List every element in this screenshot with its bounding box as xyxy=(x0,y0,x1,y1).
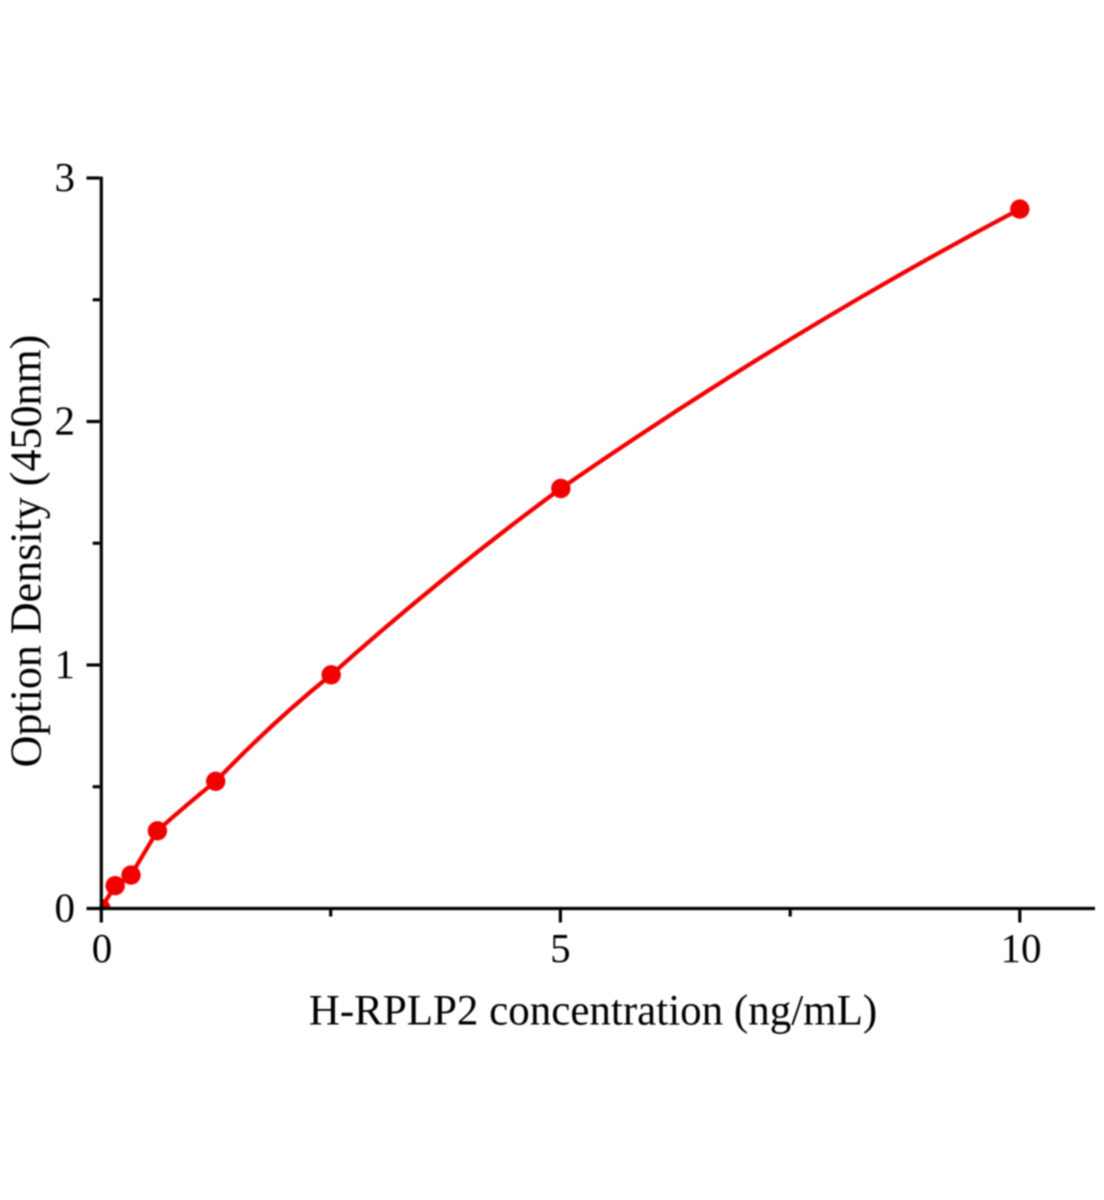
svg-text:0: 0 xyxy=(55,885,76,931)
svg-text:1: 1 xyxy=(55,641,76,687)
svg-text:10: 10 xyxy=(1001,925,1042,971)
svg-text:H-RPLP2 concentration (ng/mL): H-RPLP2 concentration (ng/mL) xyxy=(309,988,877,1035)
svg-text:5: 5 xyxy=(550,925,571,971)
svg-text:0: 0 xyxy=(92,925,113,971)
svg-text:2: 2 xyxy=(55,398,76,444)
svg-text:3: 3 xyxy=(55,154,76,200)
svg-text:Option Density (450nm): Option Density (450nm) xyxy=(2,335,51,768)
